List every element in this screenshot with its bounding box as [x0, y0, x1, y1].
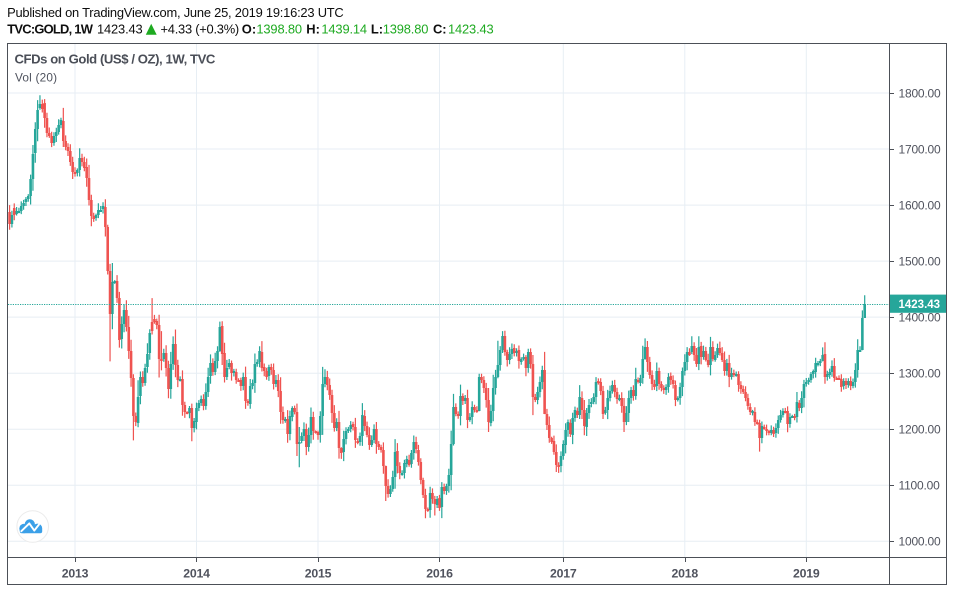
svg-text:2017: 2017 — [550, 566, 577, 580]
svg-text:1439.14: 1439.14 — [321, 22, 367, 37]
svg-text:CFDs on Gold (US$ / OZ), 1W, T: CFDs on Gold (US$ / OZ), 1W, TVC — [15, 51, 216, 66]
svg-text:2015: 2015 — [305, 566, 332, 580]
svg-text:1000.00: 1000.00 — [899, 535, 942, 549]
svg-text:2018: 2018 — [672, 566, 699, 580]
svg-text:Vol (20): Vol (20) — [15, 71, 57, 85]
svg-text:L:: L: — [371, 22, 383, 37]
svg-text:1423.43: 1423.43 — [97, 22, 143, 37]
svg-text:1600.00: 1600.00 — [899, 198, 942, 212]
svg-text:1423.43: 1423.43 — [448, 22, 494, 37]
svg-text:1700.00: 1700.00 — [899, 142, 942, 156]
svg-text:O:: O: — [242, 22, 256, 37]
svg-text:1423.43: 1423.43 — [899, 299, 941, 311]
svg-text:TVC:GOLD, 1W: TVC:GOLD, 1W — [7, 22, 93, 37]
svg-text:2014: 2014 — [183, 566, 210, 580]
svg-text:1100.00: 1100.00 — [899, 479, 941, 493]
svg-text:1398.80: 1398.80 — [256, 22, 302, 37]
svg-text:1800.00: 1800.00 — [899, 86, 942, 100]
svg-text:Published on TradingView.com,: Published on TradingView.com, June 25, 2… — [7, 5, 343, 20]
svg-text:2013: 2013 — [62, 566, 89, 580]
svg-text:2019: 2019 — [793, 566, 820, 580]
svg-text:1400.00: 1400.00 — [899, 310, 942, 324]
svg-text:1200.00: 1200.00 — [899, 423, 942, 437]
svg-text:1300.00: 1300.00 — [899, 367, 942, 381]
svg-text:H:: H: — [306, 22, 320, 37]
svg-text:C:: C: — [433, 22, 447, 37]
svg-text:2016: 2016 — [426, 566, 453, 580]
svg-text:1398.80: 1398.80 — [383, 22, 429, 37]
svg-text:+4.33 (+0.3%): +4.33 (+0.3%) — [161, 22, 239, 37]
svg-text:1500.00: 1500.00 — [899, 254, 942, 268]
